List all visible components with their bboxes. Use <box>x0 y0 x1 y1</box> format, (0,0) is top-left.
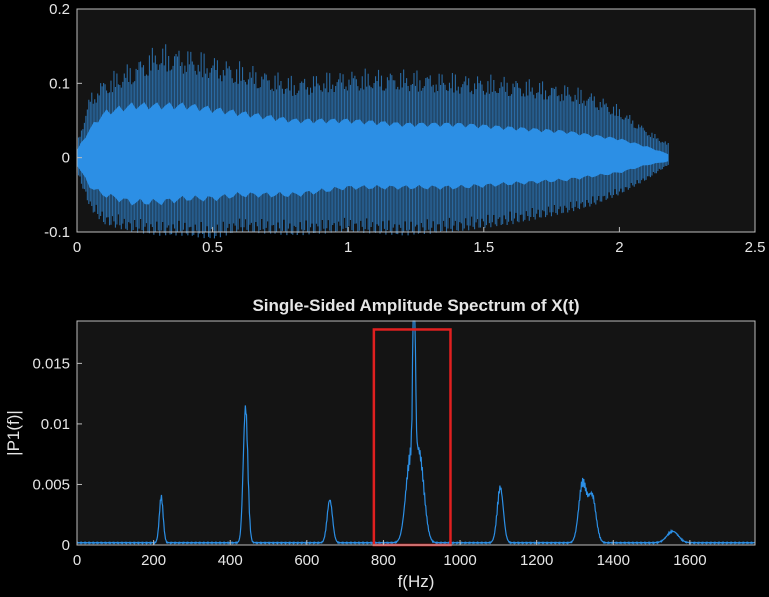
waveform-y-ticks: -0.1 0 0.1 0.2 <box>44 1 82 241</box>
spectrum-x-tick-label: 200 <box>141 552 166 569</box>
waveform-y-tick-label: 0.2 <box>49 1 70 18</box>
waveform-x-tick-label: 2 <box>615 239 623 256</box>
spectrum-x-tick-label: 800 <box>371 552 396 569</box>
spectrum-y-axis-label: |P1(f)| <box>4 410 23 456</box>
waveform-x-tick-label: 1 <box>344 239 352 256</box>
waveform-inner-band <box>77 102 669 206</box>
spectrum-x-axis-label: f(Hz) <box>398 572 435 591</box>
waveform-x-tick-label: 2.5 <box>745 239 766 256</box>
spectrum-y-tick-label: 0 <box>62 537 70 554</box>
waveform-axes-box <box>76 8 756 233</box>
waveform-y-tick-label: 0 <box>62 150 70 167</box>
spectrum-x-tick-label: 1200 <box>520 552 553 569</box>
spectrum-x-tick-label: 600 <box>294 552 319 569</box>
waveform-x-tick-label: 0.5 <box>202 239 223 256</box>
spectrum-y-tick-label: 0.005 <box>32 476 70 493</box>
spectrum-chart: Single-Sided Amplitude Spectrum of X(t) … <box>4 296 756 591</box>
spectrum-x-ticks: 0 200 400 600 800 1000 1200 1400 1600 <box>73 540 707 569</box>
spectrum-y-ticks: 0 0.005 0.01 0.015 <box>32 355 82 554</box>
waveform-chart: 0 0.5 1 1.5 2 2.5 -0.100.10.2 <box>44 1 765 256</box>
spectrum-title: Single-Sided Amplitude Spectrum of X(t) <box>252 296 579 315</box>
spectrum-x-tick-label: 1000 <box>443 552 476 569</box>
spectrum-y-tick-label: 0.01 <box>41 416 70 433</box>
spectrum-axes-box <box>76 320 756 546</box>
waveform-x-ticks: 0 0.5 1 1.5 2 2.5 <box>73 227 766 256</box>
spectrum-x-tick-label: 400 <box>218 552 243 569</box>
waveform-y-tick-label: -0.1 <box>44 224 70 241</box>
spectrum-x-tick-label: 1600 <box>673 552 706 569</box>
waveform-x-tick-label: 1.5 <box>473 239 494 256</box>
spectrum-x-tick-label: 0 <box>73 552 81 569</box>
waveform-x-tick-label: 0 <box>73 239 81 256</box>
spectrum-y-tick-label: 0.015 <box>32 355 70 372</box>
spectrum-series-line <box>76 320 756 545</box>
waveform-y-tick-label: 0.1 <box>49 75 70 92</box>
spectrum-x-tick-label: 1400 <box>597 552 630 569</box>
